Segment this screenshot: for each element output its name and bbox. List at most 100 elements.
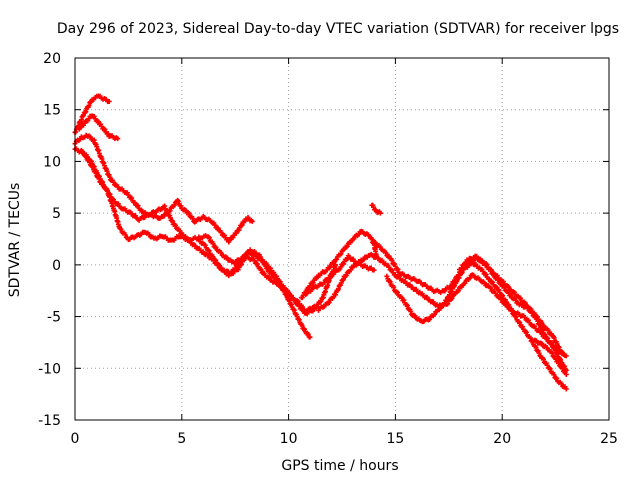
data-point <box>311 303 317 309</box>
data-point <box>518 295 524 301</box>
data-point <box>334 256 340 262</box>
data-point <box>305 331 311 337</box>
data-point <box>500 293 506 299</box>
data-point <box>486 276 492 282</box>
data-point <box>488 267 494 273</box>
y-tick-label: 0 <box>52 258 61 274</box>
data-point <box>318 298 324 304</box>
x-tick-label: 10 <box>280 431 298 447</box>
data-point <box>338 264 344 270</box>
data-point <box>295 299 301 305</box>
data-point <box>218 250 224 256</box>
data-point <box>431 311 437 317</box>
data-point <box>445 301 451 307</box>
data-point <box>106 98 112 104</box>
plot-border <box>74 57 610 421</box>
data-point <box>299 304 305 310</box>
y-tick-label: -15 <box>38 413 61 429</box>
data-point <box>559 351 565 357</box>
data-point <box>517 320 523 326</box>
data-point <box>490 279 496 285</box>
data-point <box>386 264 392 270</box>
data-point <box>115 136 121 142</box>
data-point <box>391 285 397 291</box>
data-point <box>239 222 245 228</box>
data-point <box>184 235 190 241</box>
grid <box>75 58 609 420</box>
data-point <box>395 266 401 272</box>
data-point <box>505 284 511 290</box>
data-point <box>202 242 208 248</box>
data-point <box>161 213 167 219</box>
data-point <box>437 305 443 311</box>
data-point <box>80 149 86 155</box>
data-point <box>122 232 128 238</box>
data-point <box>427 316 433 322</box>
y-tick-label: 10 <box>43 154 61 170</box>
data-point <box>534 314 540 320</box>
data-point <box>563 371 569 377</box>
data-point <box>386 278 392 284</box>
data-point <box>186 211 192 217</box>
data-point <box>449 295 455 301</box>
y-tick-label: 20 <box>43 51 61 67</box>
chart-title: Day 296 of 2023, Sidereal Day-to-day VTE… <box>57 21 619 37</box>
series-track-6 <box>196 233 313 340</box>
data-point <box>513 314 519 320</box>
y-axis-label: SDTVAR / TECUs <box>7 183 23 298</box>
data-point <box>233 230 239 236</box>
data-point <box>528 306 534 312</box>
data-point <box>171 202 177 208</box>
data-point <box>462 280 468 286</box>
data-point <box>95 119 101 125</box>
data-point <box>206 235 212 241</box>
data-point <box>389 267 395 273</box>
data-point <box>239 256 245 262</box>
x-tick-label: 25 <box>600 431 618 447</box>
data-point <box>278 282 284 288</box>
data-points <box>72 93 569 392</box>
data-point <box>254 261 260 267</box>
data-point <box>412 313 418 319</box>
series-track-4 <box>72 146 339 317</box>
data-point <box>558 381 564 387</box>
data-point <box>344 243 350 249</box>
data-point <box>301 326 307 332</box>
data-point <box>102 126 108 132</box>
data-point <box>239 261 245 267</box>
x-tick-label: 0 <box>71 431 80 447</box>
data-point <box>179 230 185 236</box>
y-tick-label: 15 <box>43 103 61 119</box>
data-point <box>249 218 255 224</box>
series-track-14 <box>529 337 569 377</box>
data-point <box>321 280 327 286</box>
data-point <box>383 250 389 256</box>
data-point <box>523 329 529 335</box>
data-point <box>343 272 349 278</box>
data-point <box>327 264 333 270</box>
data-point <box>563 353 569 359</box>
x-axis-label: GPS time / hours <box>281 458 398 474</box>
data-point <box>389 257 395 263</box>
data-point <box>87 134 93 140</box>
data-point <box>107 191 113 197</box>
data-point <box>377 210 383 216</box>
data-point <box>459 265 465 271</box>
data-point <box>118 226 124 232</box>
data-point <box>384 273 390 279</box>
data-point <box>511 289 517 295</box>
data-point <box>338 251 344 257</box>
plot-frame <box>74 57 610 421</box>
data-point <box>549 341 555 347</box>
data-point <box>211 258 217 264</box>
data-point <box>218 230 224 236</box>
data-point <box>540 356 546 362</box>
data-point <box>212 222 218 228</box>
data-point <box>264 266 270 272</box>
data-point <box>372 239 378 245</box>
data-point <box>178 203 184 209</box>
y-tick-label: -5 <box>47 310 61 326</box>
data-point <box>258 267 264 273</box>
